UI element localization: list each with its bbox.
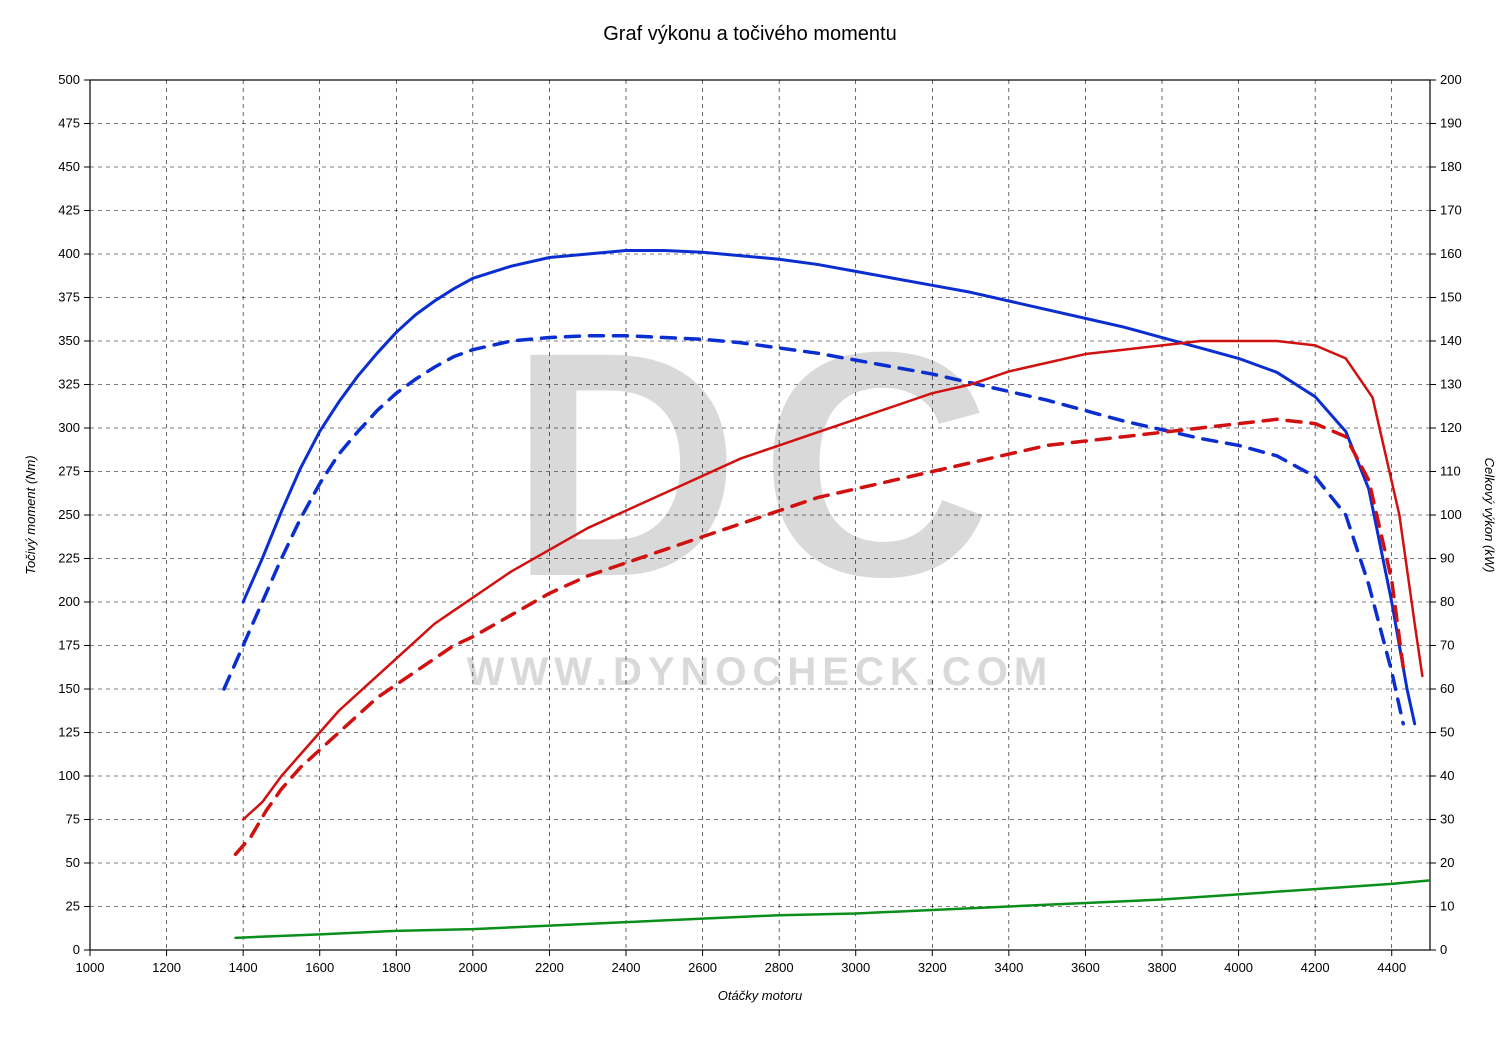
x-tick-label: 3400 (994, 960, 1023, 975)
y-left-tick-label: 275 (58, 464, 80, 479)
y-right-tick-label: 40 (1440, 768, 1454, 783)
x-tick-label: 4200 (1301, 960, 1330, 975)
y-left-tick-label: 175 (58, 638, 80, 653)
y-left-tick-label: 75 (66, 812, 80, 827)
y-left-tick-label: 500 (58, 72, 80, 87)
x-tick-label: 1400 (229, 960, 258, 975)
watermark-sub-svg: WWW.DYNOCHECK.COM (467, 650, 1053, 694)
y-right-tick-label: 170 (1440, 203, 1462, 218)
y-left-tick-label: 375 (58, 290, 80, 305)
y-right-tick-label: 190 (1440, 116, 1462, 131)
y-right-axis-title: Celkový výkon (kW) (1482, 458, 1497, 573)
x-axis-title: Otáčky motoru (718, 988, 803, 1003)
y-right-tick-label: 30 (1440, 812, 1454, 827)
y-right-tick-label: 20 (1440, 855, 1454, 870)
y-right-tick-label: 180 (1440, 159, 1462, 174)
x-tick-label: 2400 (612, 960, 641, 975)
x-tick-label: 3200 (918, 960, 947, 975)
chart-svg: DCWWW.DYNOCHECK.COM100012001400160018002… (0, 0, 1500, 1041)
x-tick-label: 3800 (1148, 960, 1177, 975)
x-tick-label: 4000 (1224, 960, 1253, 975)
y-left-tick-label: 475 (58, 116, 80, 131)
y-right-tick-label: 140 (1440, 333, 1462, 348)
y-left-tick-label: 200 (58, 594, 80, 609)
x-tick-label: 1800 (382, 960, 411, 975)
x-tick-label: 2600 (688, 960, 717, 975)
x-tick-label: 3600 (1071, 960, 1100, 975)
y-right-tick-label: 70 (1440, 638, 1454, 653)
y-right-tick-label: 200 (1440, 72, 1462, 87)
x-tick-label: 1600 (305, 960, 334, 975)
y-right-tick-label: 10 (1440, 899, 1454, 914)
y-left-tick-label: 50 (66, 855, 80, 870)
y-right-tick-label: 90 (1440, 551, 1454, 566)
y-left-tick-label: 100 (58, 768, 80, 783)
y-left-tick-label: 400 (58, 246, 80, 261)
y-right-tick-label: 160 (1440, 246, 1462, 261)
y-right-tick-label: 120 (1440, 420, 1462, 435)
dyno-chart: DCWWW.DYNOCHECK.COM100012001400160018002… (0, 0, 1500, 1041)
y-right-tick-label: 0 (1440, 942, 1447, 957)
y-left-axis-title: Točivý moment (Nm) (23, 455, 38, 574)
x-tick-label: 1000 (76, 960, 105, 975)
y-left-tick-label: 150 (58, 681, 80, 696)
y-left-tick-label: 125 (58, 725, 80, 740)
y-right-tick-label: 100 (1440, 507, 1462, 522)
y-right-tick-label: 110 (1440, 464, 1461, 479)
y-left-tick-label: 250 (58, 507, 80, 522)
y-left-tick-label: 325 (58, 377, 80, 392)
x-tick-label: 2800 (765, 960, 794, 975)
x-tick-label: 2000 (458, 960, 487, 975)
y-right-tick-label: 60 (1440, 681, 1454, 696)
x-tick-label: 4400 (1377, 960, 1406, 975)
y-left-tick-label: 450 (58, 159, 80, 174)
y-right-tick-label: 80 (1440, 594, 1454, 609)
watermark-main-svg: DC (509, 285, 1011, 643)
y-left-tick-label: 0 (73, 942, 80, 957)
x-tick-label: 3000 (841, 960, 870, 975)
y-left-tick-label: 225 (58, 551, 80, 566)
y-left-tick-label: 425 (58, 203, 80, 218)
y-left-tick-label: 300 (58, 420, 80, 435)
y-right-tick-label: 150 (1440, 290, 1462, 305)
y-left-tick-label: 25 (66, 899, 80, 914)
chart-title-svg: Graf výkonu a točivého momentu (603, 23, 896, 45)
x-tick-label: 1200 (152, 960, 181, 975)
y-right-tick-label: 130 (1440, 377, 1462, 392)
y-left-tick-label: 350 (58, 333, 80, 348)
y-right-tick-label: 50 (1440, 725, 1454, 740)
x-tick-label: 2200 (535, 960, 564, 975)
